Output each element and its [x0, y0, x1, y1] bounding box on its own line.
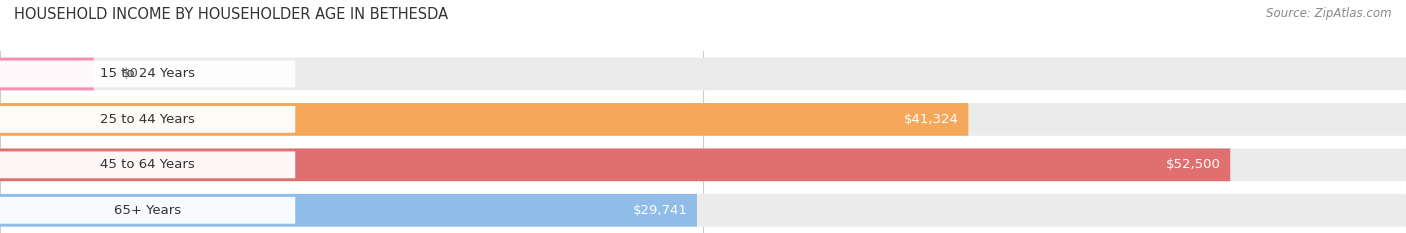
Text: Source: ZipAtlas.com: Source: ZipAtlas.com [1267, 7, 1392, 20]
Text: $41,324: $41,324 [904, 113, 959, 126]
FancyBboxPatch shape [0, 194, 1406, 227]
FancyBboxPatch shape [0, 61, 295, 87]
FancyBboxPatch shape [0, 148, 1230, 181]
Text: $29,741: $29,741 [633, 204, 688, 217]
FancyBboxPatch shape [0, 58, 1406, 90]
FancyBboxPatch shape [0, 148, 1406, 181]
FancyBboxPatch shape [0, 194, 697, 227]
FancyBboxPatch shape [0, 103, 969, 136]
Text: $0: $0 [122, 68, 139, 80]
FancyBboxPatch shape [0, 197, 295, 224]
FancyBboxPatch shape [0, 58, 94, 90]
FancyBboxPatch shape [0, 151, 295, 178]
Text: 25 to 44 Years: 25 to 44 Years [100, 113, 195, 126]
Text: 65+ Years: 65+ Years [114, 204, 181, 217]
FancyBboxPatch shape [0, 103, 1406, 136]
Text: 15 to 24 Years: 15 to 24 Years [100, 68, 195, 80]
Text: HOUSEHOLD INCOME BY HOUSEHOLDER AGE IN BETHESDA: HOUSEHOLD INCOME BY HOUSEHOLDER AGE IN B… [14, 7, 449, 22]
Text: $52,500: $52,500 [1166, 158, 1220, 171]
FancyBboxPatch shape [0, 106, 295, 133]
Text: 45 to 64 Years: 45 to 64 Years [100, 158, 195, 171]
